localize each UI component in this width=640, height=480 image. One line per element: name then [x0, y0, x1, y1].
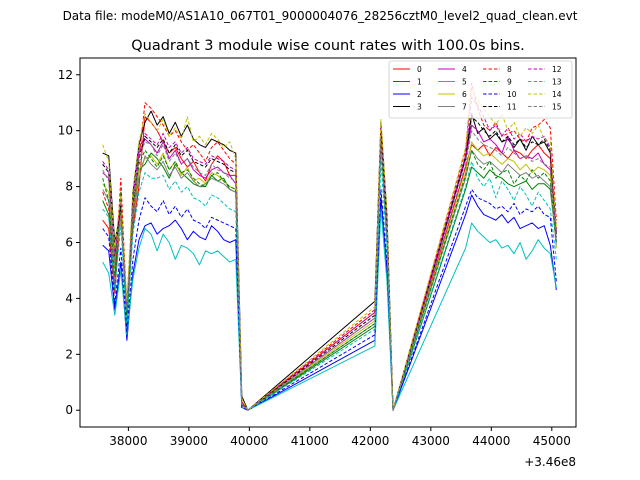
legend-label-9: 9 [507, 77, 512, 86]
x-tick-label: 45000 [533, 434, 571, 448]
legend-label-12: 12 [552, 65, 562, 74]
legend-label-15: 15 [552, 102, 562, 111]
legend-label-14: 14 [552, 90, 562, 99]
y-tick-label: 10 [58, 124, 73, 138]
y-tick-label: 4 [65, 291, 73, 305]
series-layer [102, 82, 557, 411]
series-line-5 [102, 208, 557, 411]
legend-frame [388, 60, 573, 119]
x-tick-label: 38000 [109, 434, 147, 448]
series-line-10 [102, 188, 557, 411]
legend-label-8: 8 [507, 65, 512, 74]
y-tick-label: 6 [65, 236, 73, 250]
chart-title: Quadrant 3 module wise count rates with … [131, 38, 525, 54]
x-tick-label: 42000 [351, 434, 389, 448]
legend-label-11: 11 [507, 102, 517, 111]
y-tick-label: 12 [58, 68, 73, 82]
y-axis: 0 2 4 6 8 10 12 [58, 68, 80, 417]
x-tick-label: 41000 [291, 434, 329, 448]
figure-suptitle: Data file: modeM0/AS1A10_067T01_90000040… [63, 9, 578, 23]
legend-label-3: 3 [417, 102, 422, 111]
x-axis: 38000 39000 40000 41000 42000 43000 44000 45000 [109, 427, 571, 448]
y-tick-label: 2 [65, 347, 73, 361]
y-tick-label: 0 [65, 403, 73, 417]
legend-label-2: 2 [417, 90, 422, 99]
plot-area [79, 57, 577, 428]
x-offset-label: +3.46e8 [524, 455, 576, 469]
legend-label-0: 0 [417, 65, 422, 74]
series-line-13 [102, 160, 557, 411]
legend-label-13: 13 [552, 77, 562, 86]
series-line-15 [102, 130, 557, 411]
x-tick-label: 39000 [170, 434, 208, 448]
x-tick-label: 44000 [472, 434, 510, 448]
legend-label-7: 7 [462, 102, 467, 111]
legend-label-4: 4 [462, 65, 467, 74]
legend-label-6: 6 [462, 90, 467, 99]
y-tick-label: 8 [65, 180, 73, 194]
x-tick-label: 43000 [412, 434, 450, 448]
legend-label-1: 1 [417, 77, 422, 86]
x-tick-label: 40000 [230, 434, 268, 448]
series-line-9 [102, 144, 557, 411]
series-line-14 [102, 88, 557, 411]
legend-label-5: 5 [462, 77, 467, 86]
legend-label-10: 10 [507, 90, 517, 99]
